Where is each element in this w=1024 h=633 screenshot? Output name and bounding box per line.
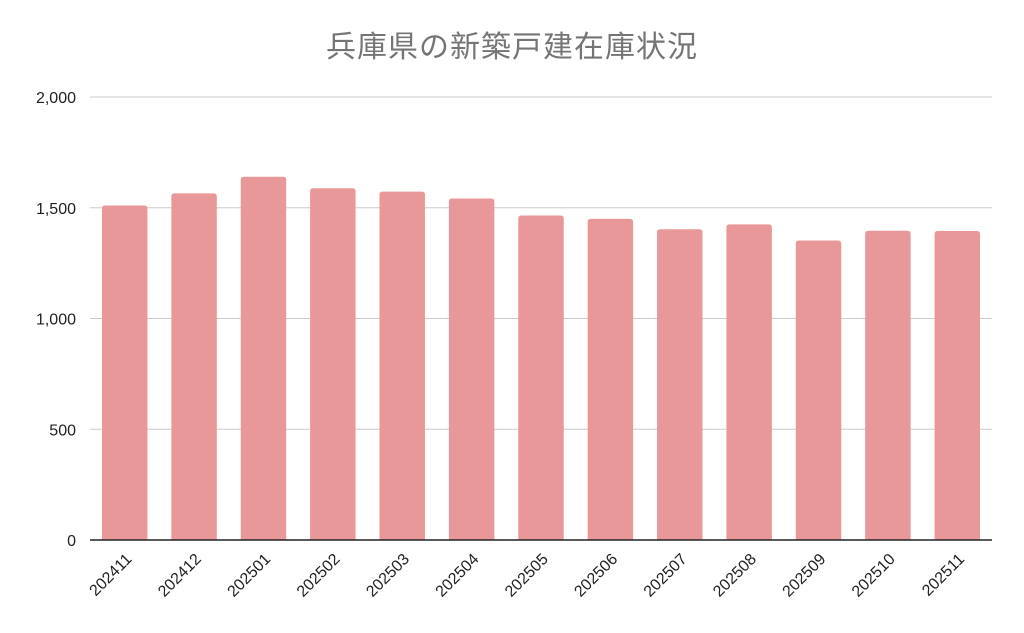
x-tick-label: 202511	[919, 551, 968, 600]
x-tick-label: 202411	[87, 551, 136, 600]
bar-202411	[101, 205, 148, 540]
x-tick-label: 202508	[710, 551, 760, 601]
x-tick-label: 202506	[571, 551, 621, 601]
x-tick-label: 202502	[294, 551, 344, 601]
bar-202504	[448, 198, 495, 540]
y-tick-label: 500	[49, 422, 76, 439]
chart-title: 兵庫県の新築戸建在庫状況	[326, 30, 698, 65]
bar-202510	[865, 230, 911, 540]
x-tick-label: 202503	[363, 551, 413, 601]
x-tick-label: 202505	[502, 551, 552, 601]
bar-202508	[726, 224, 772, 541]
bar-202501	[240, 176, 287, 541]
x-tick-label: 202507	[641, 551, 691, 601]
bar-202509	[795, 240, 842, 541]
x-tick-label: 202504	[433, 551, 483, 601]
y-tick-label: 1,000	[36, 312, 76, 329]
bar-202503	[379, 191, 425, 540]
y-tick-label: 1,500	[36, 201, 76, 218]
bar-202505	[518, 215, 564, 540]
bar-202502	[310, 188, 356, 540]
bar-202412	[171, 193, 217, 541]
y-tick-label: 2,000	[36, 90, 76, 107]
x-tick-label: 202412	[155, 551, 205, 601]
x-tick-label: 202509	[780, 551, 830, 601]
x-tick-labels: 202411 202412 202501 202502 202503 202504 2025…	[87, 551, 969, 601]
y-tick-label: 0	[67, 533, 76, 550]
bar-202511	[934, 231, 981, 540]
x-tick-label: 202501	[225, 551, 275, 601]
bar-202507	[657, 229, 703, 540]
bar-202506	[587, 218, 634, 540]
y-tick-labels: 0 500 1,000 1,500 2,000	[36, 90, 76, 550]
x-tick-label: 202510	[849, 551, 899, 601]
bars	[101, 176, 981, 541]
